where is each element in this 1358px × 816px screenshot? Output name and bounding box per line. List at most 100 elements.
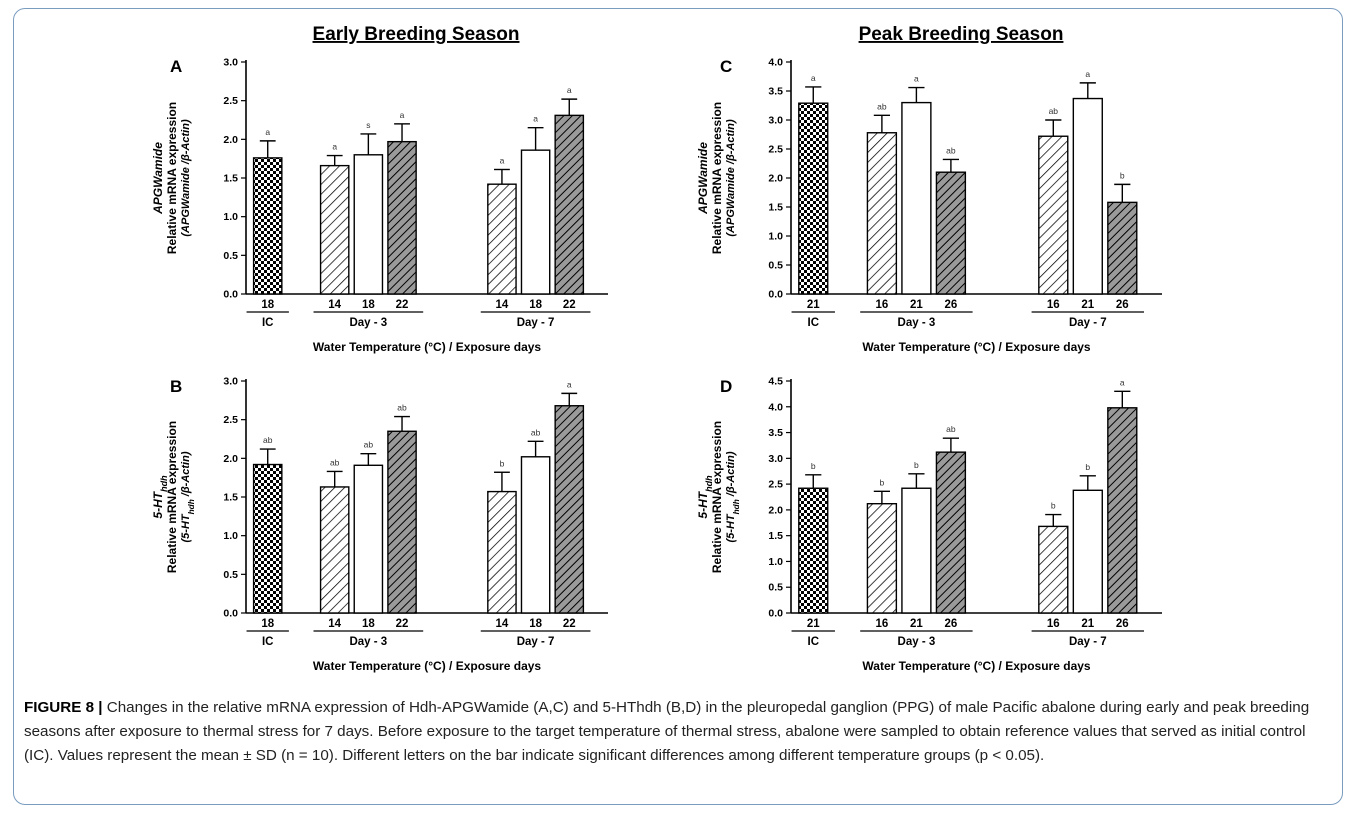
bar xyxy=(1038,135,1069,295)
category-label: 18 xyxy=(362,299,375,311)
y-tick-label: 2.0 xyxy=(223,453,238,465)
significance-letter: a xyxy=(265,127,270,137)
y-tick-label: 1.0 xyxy=(768,556,783,568)
y-axis-gene-label: 5-HThdh xyxy=(696,475,714,519)
category-label: 16 xyxy=(875,299,888,311)
x-axis-title: Water Temperature (°C) / Exposure days xyxy=(313,340,542,354)
caption-label: FIGURE 8 | xyxy=(24,699,103,716)
season-title-peak: Peak Breeding Season xyxy=(859,24,1064,45)
category-label: 14 xyxy=(328,618,341,630)
significance-letter: b xyxy=(914,460,919,470)
bar xyxy=(866,503,898,614)
bar xyxy=(935,171,967,295)
panel-letter: C xyxy=(720,57,732,76)
group-label: Day - 7 xyxy=(517,636,555,648)
significance-letter: ab xyxy=(946,145,956,155)
y-tick-label: 1.5 xyxy=(223,492,238,504)
group-label: IC xyxy=(262,317,274,329)
y-tick-label: 2.0 xyxy=(768,504,783,516)
y-tick-label: 1.0 xyxy=(768,231,783,243)
group-label: Day - 3 xyxy=(898,317,936,329)
significance-letter: ab xyxy=(877,101,887,111)
category-label: 21 xyxy=(910,618,923,630)
category-label: 21 xyxy=(1081,299,1094,311)
panel-letter: B xyxy=(170,377,182,396)
significance-letter: a xyxy=(811,73,816,83)
bar xyxy=(252,157,283,295)
significance-letter: b xyxy=(1051,501,1056,511)
significance-letter: b xyxy=(1085,462,1090,472)
panel-a: A 0.0 0.5 1.0 1.5 2.0 2.5 3.0 APGWamide Relative … xyxy=(151,57,608,354)
y-tick-label: 3.5 xyxy=(768,427,783,439)
category-label: 16 xyxy=(1047,299,1060,311)
y-tick-label: 3.5 xyxy=(768,86,783,98)
y-axis-label: Relative mRNA expression xyxy=(710,102,724,254)
group-label: Day - 7 xyxy=(517,317,555,329)
bar xyxy=(487,183,517,295)
y-tick-label: 3.0 xyxy=(223,57,238,69)
y-tick-label: 0.0 xyxy=(768,608,783,620)
figure-frame xyxy=(13,8,1343,805)
significance-letter: b xyxy=(1120,170,1125,180)
caption-text: Changes in the relative mRNA expression … xyxy=(24,699,1310,764)
panel-d: D 0.0 0.5 1.0 1.5 2.0 2.5 3.0 3.5 4.0 4.5 5-HThdhRe… xyxy=(696,376,1162,673)
bar xyxy=(554,405,585,614)
group-label: Day - 3 xyxy=(898,636,936,648)
y-tick-label: 2.0 xyxy=(768,173,783,185)
significance-letter: b xyxy=(500,458,505,468)
bar xyxy=(520,149,551,295)
group-label: Day - 3 xyxy=(349,317,387,329)
group-label: IC xyxy=(808,317,820,329)
bar xyxy=(252,463,283,614)
category-label: 22 xyxy=(563,618,576,630)
y-tick-label: 1.5 xyxy=(768,530,783,542)
significance-letter: ab xyxy=(263,435,273,445)
significance-letter: ab xyxy=(946,424,956,434)
bar xyxy=(487,490,517,614)
panel-letter: A xyxy=(170,57,182,76)
y-axis-label: Relative mRNA expression xyxy=(165,421,179,573)
bar xyxy=(353,154,384,295)
y-tick-label: 1.0 xyxy=(223,211,238,223)
significance-letter: a xyxy=(914,74,919,84)
category-label: 22 xyxy=(396,299,409,311)
significance-letter: ab xyxy=(330,457,340,467)
x-axis-title: Water Temperature (°C) / Exposure days xyxy=(862,659,1091,673)
bar xyxy=(319,486,350,614)
y-axis-ratio-label: (APGWamide /β-Actin) xyxy=(180,119,192,237)
category-label: 26 xyxy=(1116,299,1129,311)
y-tick-label: 0.5 xyxy=(223,569,238,581)
bar xyxy=(353,464,384,614)
significance-letter: b xyxy=(880,477,885,487)
bar xyxy=(1072,97,1103,295)
x-axis-title: Water Temperature (°C) / Exposure days xyxy=(862,340,1091,354)
bar xyxy=(901,101,932,295)
y-tick-label: 3.0 xyxy=(223,376,238,388)
y-axis-label: Relative mRNA expression xyxy=(165,102,179,254)
significance-letter: a xyxy=(1085,69,1090,79)
significance-letter: a xyxy=(400,110,405,120)
significance-letter: ab xyxy=(364,440,374,450)
category-label: 21 xyxy=(1081,618,1094,630)
significance-letter: ab xyxy=(1049,106,1059,116)
figure-caption: FIGURE 8 | Changes in the relative mRNA … xyxy=(24,696,1329,768)
y-tick-label: 2.0 xyxy=(223,134,238,146)
panel-c: C 0.0 0.5 1.0 1.5 2.0 2.5 3.0 3.5 4.0 APGWamide Rel… xyxy=(696,57,1162,354)
significance-letter: a xyxy=(1120,377,1125,387)
y-tick-label: 1.0 xyxy=(223,530,238,542)
group-label: Day - 3 xyxy=(349,636,387,648)
y-tick-label: 4.0 xyxy=(768,401,783,413)
y-tick-label: 0.0 xyxy=(223,608,238,620)
group-label: Day - 7 xyxy=(1069,636,1107,648)
y-tick-label: 2.5 xyxy=(768,144,783,156)
bar xyxy=(554,114,585,295)
y-tick-label: 3.0 xyxy=(768,115,783,127)
bar xyxy=(1107,407,1138,614)
category-label: 18 xyxy=(529,299,542,311)
category-label: 18 xyxy=(362,618,375,630)
category-label: 18 xyxy=(529,618,542,630)
y-axis-ratio-label: (5-HThdh /β-Actin) xyxy=(725,451,741,542)
category-label: 14 xyxy=(496,618,509,630)
bar xyxy=(387,140,417,295)
category-label: 21 xyxy=(807,299,820,311)
